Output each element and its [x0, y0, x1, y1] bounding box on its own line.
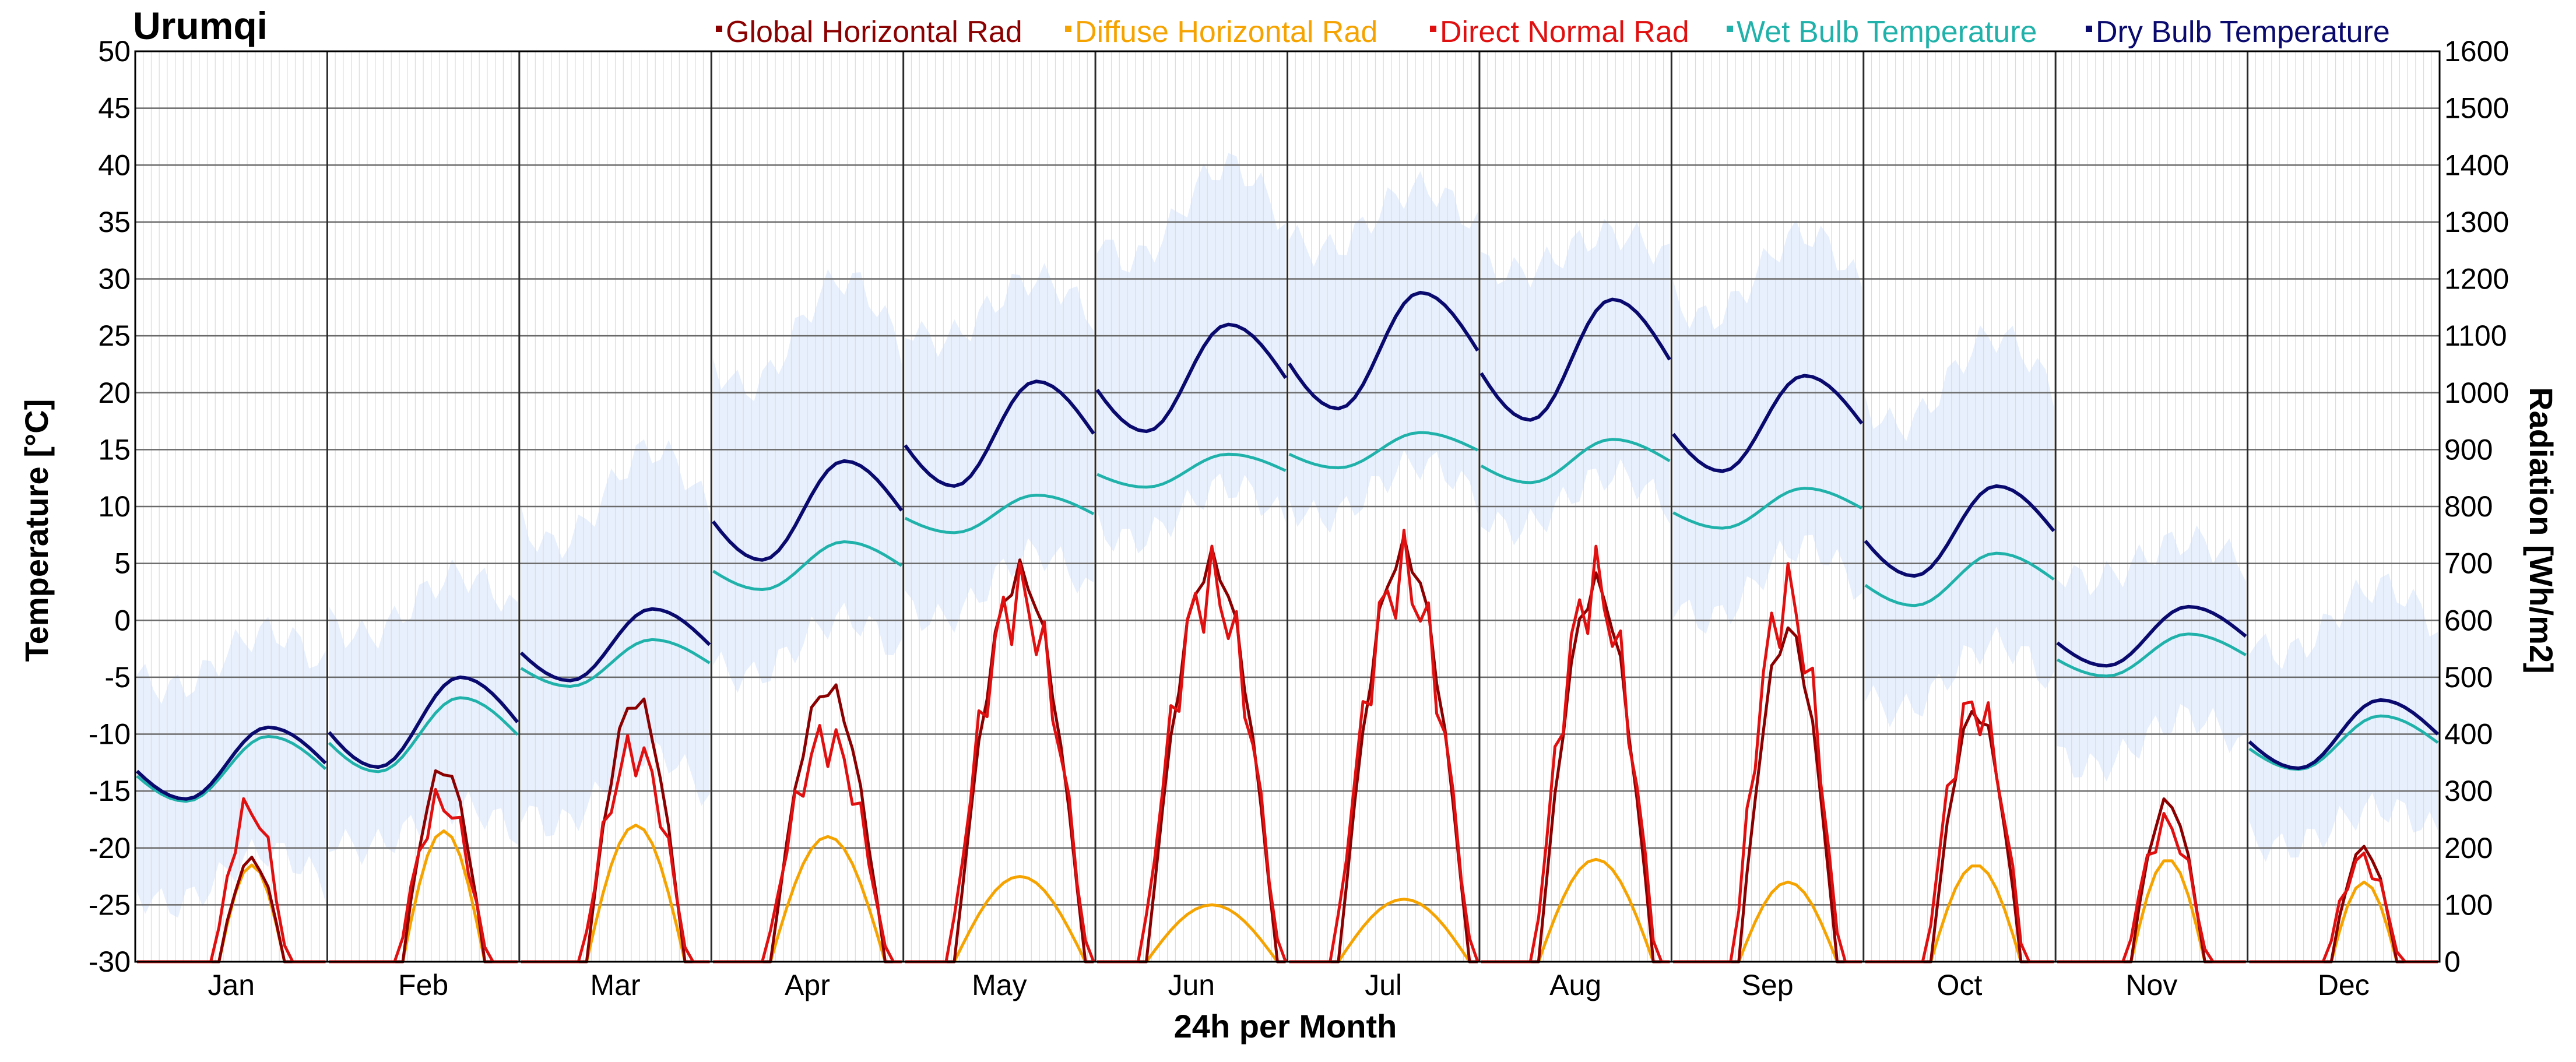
y-tick-left-label: 45: [98, 92, 131, 125]
wet-bulb-line-jul: [1288, 431, 1478, 470]
chart-title: Urumqi: [133, 4, 268, 47]
y-tick-left-label: -5: [105, 661, 131, 694]
dry-bulb-line-dec: [2248, 698, 2440, 771]
y-tick-right-label: 300: [2444, 775, 2493, 807]
wet-bulb-line-dec: [2248, 714, 2439, 771]
wet-bulb-line-jan: [136, 734, 327, 803]
dry-bulb-line-sep: [1671, 374, 1864, 473]
legend-label-global-horizontal-rad: Global Horizontal Rad: [726, 15, 1022, 49]
y-tick-right-label: 100: [2444, 888, 2493, 921]
wet-bulb-line-may: [904, 494, 1095, 534]
dry-bulb-line-aug: [1479, 297, 1671, 422]
y-tick-left-label: 25: [98, 319, 131, 352]
y-tick-left-label: -15: [89, 775, 131, 807]
month-label-jun: Jun: [1168, 969, 1215, 1001]
y-tick-left-label: -30: [89, 945, 131, 978]
dry-bulb-line-mar: [519, 607, 711, 683]
y-tick-right-label: 1000: [2444, 377, 2509, 409]
month-label-mar: Mar: [590, 969, 640, 1001]
wet-bulb-line-feb: [328, 696, 519, 773]
y-tick-left-label: 10: [98, 490, 131, 523]
legend-label-direct-normal-rad: Direct Normal Rad: [1440, 15, 1689, 49]
month-label-jul: Jul: [1365, 969, 1402, 1001]
y-tick-left-label: 40: [98, 149, 131, 181]
y-tick-left-label: -10: [89, 718, 131, 751]
y-tick-right-label: 1600: [2444, 35, 2509, 68]
dry-bulb-line-jan: [135, 725, 327, 801]
wet-bulb-line-sep: [1672, 487, 1862, 530]
dry-bulb-line-may: [904, 379, 1095, 488]
wet-bulb-line-jun: [1097, 452, 1287, 489]
month-label-jan: Jan: [208, 969, 255, 1001]
dry-bulb-line-jun: [1095, 322, 1287, 434]
wet-bulb-line-aug: [1480, 438, 1671, 484]
y-tick-left-label: 0: [114, 604, 131, 637]
month-label-oct: Oct: [1937, 969, 1983, 1001]
y-tick-right-label: 1200: [2444, 263, 2509, 296]
legend-label-diffuse-horizontal-rad: Diffuse Horizontal Rad: [1075, 15, 1377, 49]
month-axis-ticks: Jan Feb Mar Apr May Jun Jul Aug Sep Oct Nov Dec: [208, 969, 2369, 1001]
right-axis-ticks: 1600150014001300120011001000900800700600…: [2444, 35, 2509, 978]
axes: [134, 50, 2441, 963]
month-label-nov: Nov: [2125, 969, 2177, 1001]
y-axis-right-title: Radiation [Wh/m2]: [2523, 387, 2560, 674]
wet-bulb-line-nov: [2056, 632, 2247, 678]
y-tick-right-label: 500: [2444, 661, 2493, 694]
y-tick-right-label: 1100: [2444, 319, 2507, 352]
wet-bulb-line-apr: [712, 540, 903, 591]
month-label-dec: Dec: [2318, 969, 2370, 1001]
legend-marker-dry-bulb-temperature: [2086, 26, 2092, 32]
y-tick-right-label: 600: [2444, 604, 2493, 637]
major-gridlines: [135, 50, 2440, 963]
wet-bulb-line-oct: [1864, 551, 2055, 607]
y-tick-right-label: 1300: [2444, 206, 2509, 238]
dry-bulb-line-feb: [328, 675, 519, 769]
dry-bulb-line-apr: [711, 459, 904, 562]
y-tick-right-label: 800: [2444, 490, 2493, 523]
dry-bulb-line-oct: [1864, 484, 2055, 578]
wet-bulb-line-mar: [520, 638, 711, 688]
legend-label-dry-bulb-temperature: Dry Bulb Temperature: [2096, 15, 2390, 49]
dry-bulb-line-jul: [1288, 290, 1479, 411]
month-label-may: May: [972, 969, 1027, 1001]
y-tick-left-label: -25: [89, 888, 131, 921]
y-tick-right-label: 400: [2444, 718, 2493, 751]
legend-marker-global-horizontal-rad: [716, 26, 722, 32]
y-tick-left-label: -20: [89, 832, 131, 864]
dry-bulb-line-nov: [2056, 604, 2247, 668]
month-label-sep: Sep: [1742, 969, 1794, 1001]
y-tick-right-label: 900: [2444, 433, 2493, 466]
y-tick-left-label: 35: [98, 206, 131, 238]
y-tick-right-label: 700: [2444, 547, 2493, 580]
y-tick-left-label: 15: [98, 433, 131, 466]
legend-marker-diffuse-horizontal-rad: [1065, 26, 1071, 32]
y-tick-left-label: 20: [98, 377, 131, 409]
y-tick-left-label: 50: [98, 35, 131, 68]
month-label-feb: Feb: [398, 969, 448, 1001]
y-tick-left-label: 30: [98, 263, 131, 296]
legend: Global Horizontal Rad Diffuse Horizontal…: [716, 15, 2390, 49]
y-tick-left-label: 5: [114, 547, 131, 580]
x-axis-title: 24h per Month: [1174, 1008, 1397, 1045]
y-tick-right-label: 200: [2444, 832, 2493, 864]
y-tick-right-label: 1500: [2444, 92, 2509, 125]
legend-marker-wet-bulb-temperature: [1727, 26, 1733, 32]
plot-frame: [134, 50, 2441, 963]
month-label-apr: Apr: [785, 969, 830, 1001]
y-tick-right-label: 1400: [2444, 149, 2509, 181]
legend-marker-direct-normal-rad: [1430, 26, 1436, 32]
month-label-aug: Aug: [1549, 969, 1601, 1001]
y-tick-right-label: 0: [2444, 945, 2461, 978]
legend-label-wet-bulb-temperature: Wet Bulb Temperature: [1737, 15, 2037, 49]
y-axis-left-title: Temperature [°C]: [18, 399, 55, 662]
